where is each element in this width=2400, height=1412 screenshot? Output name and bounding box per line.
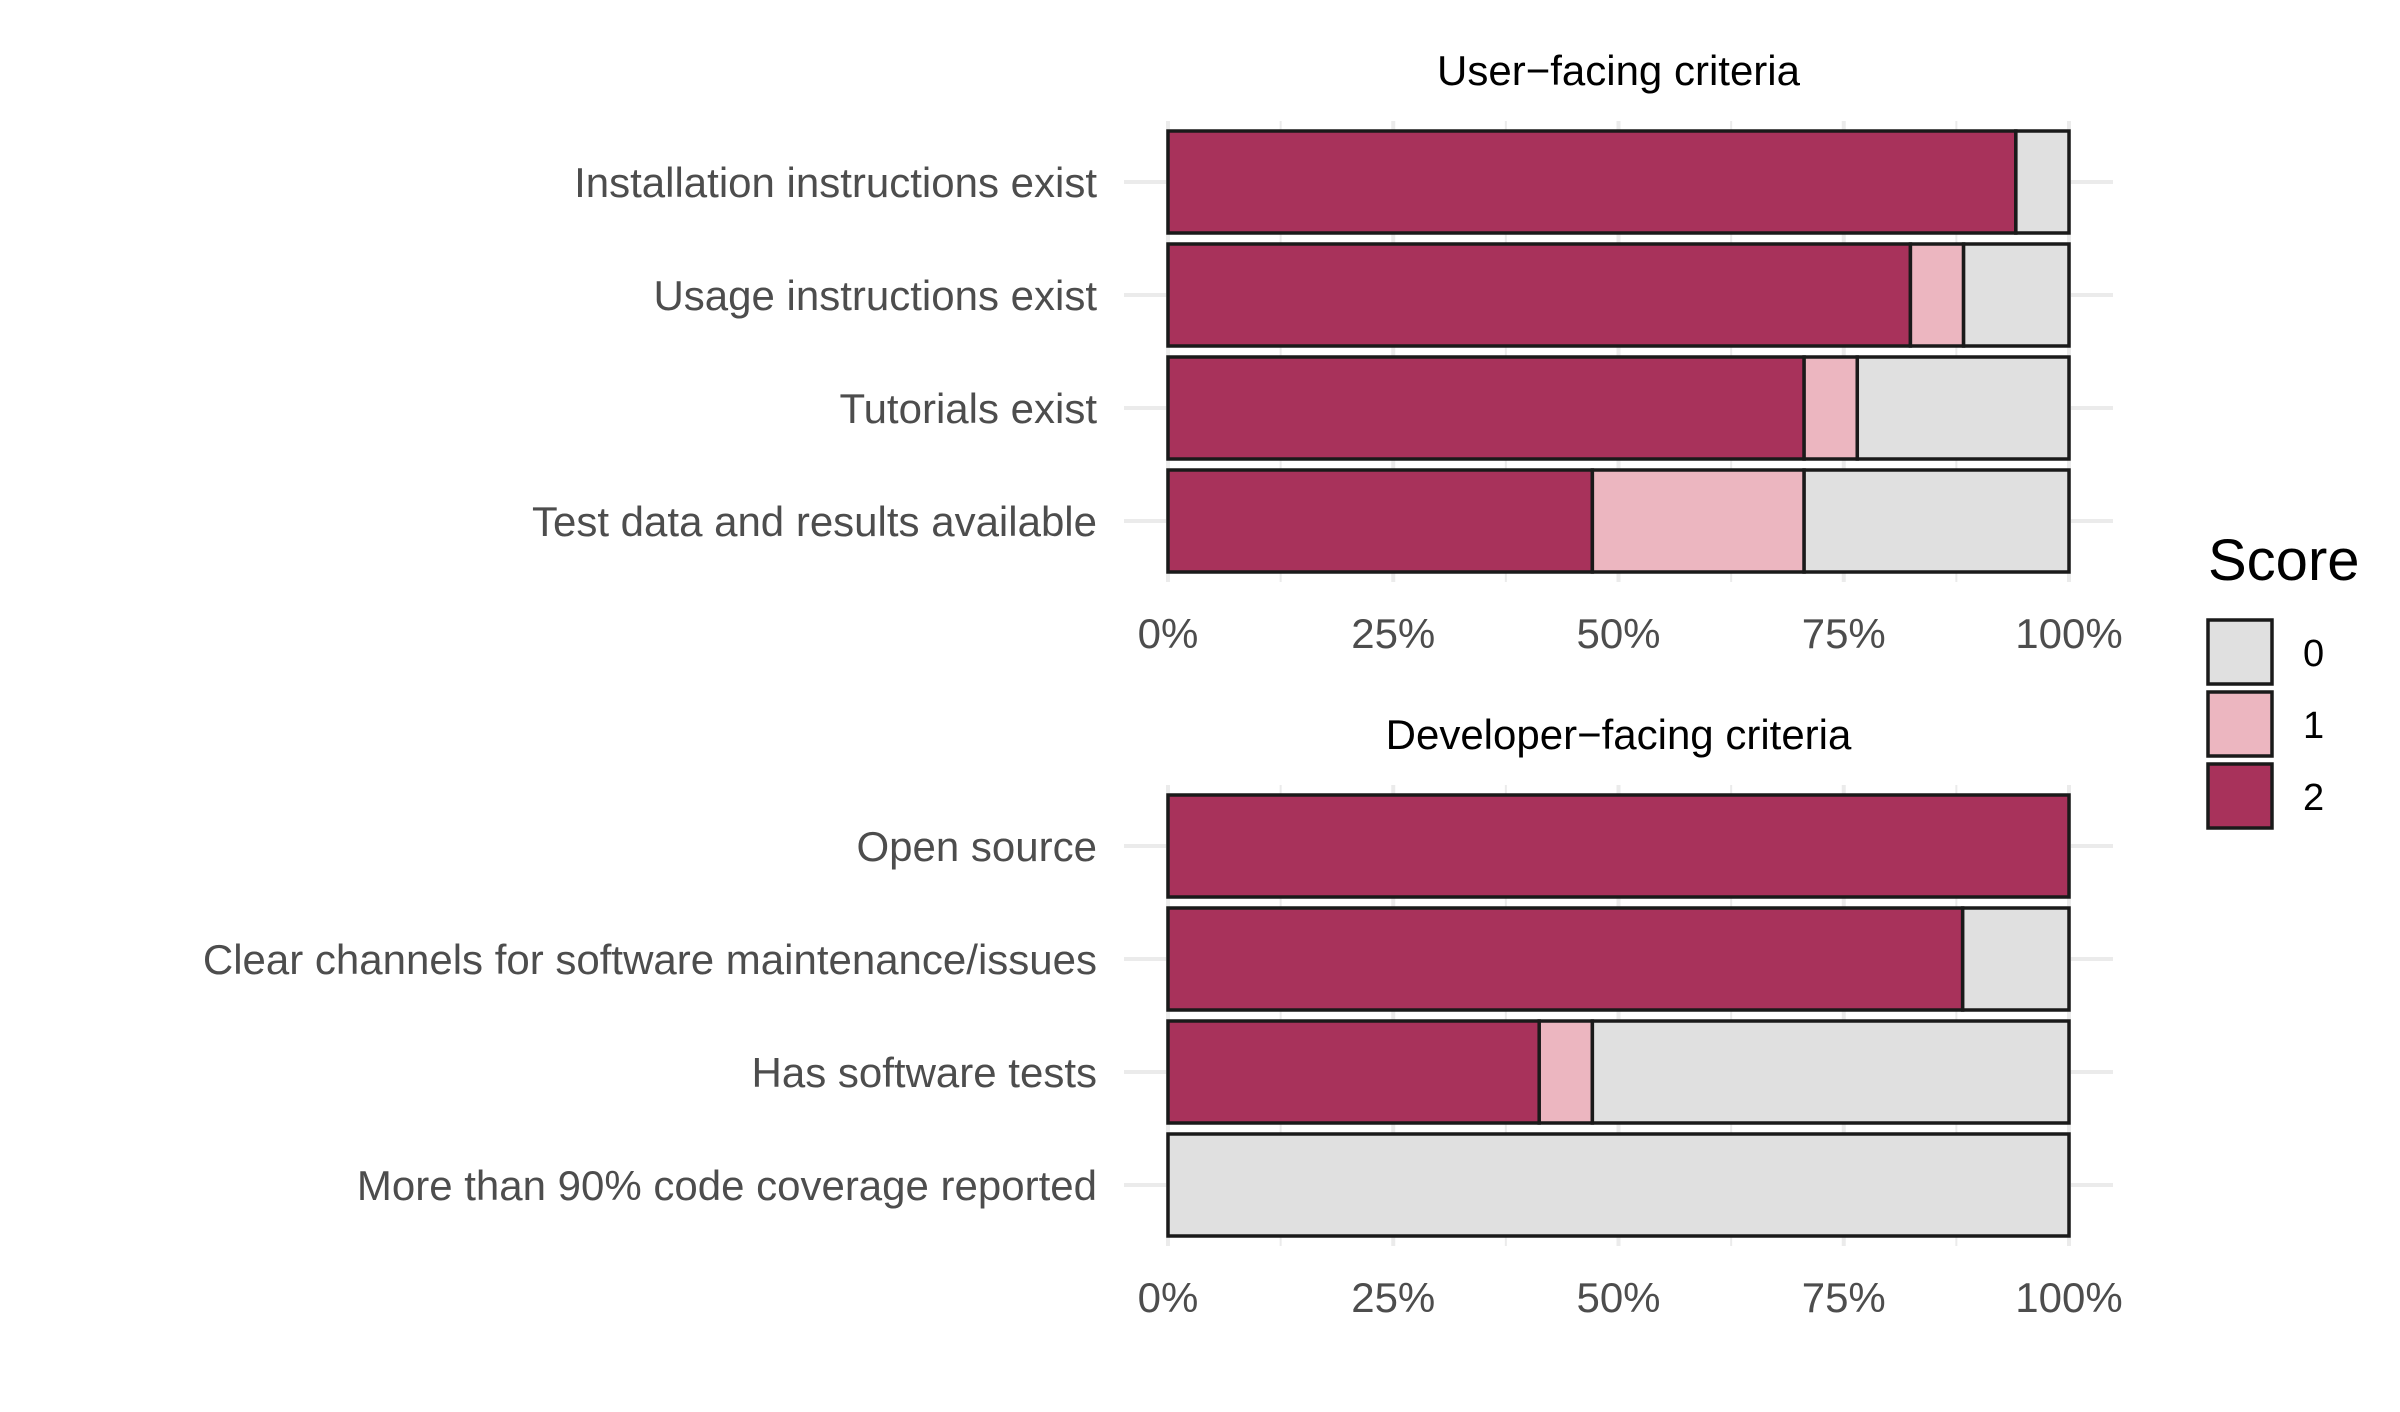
- x-tick-label: 50%: [1576, 1274, 1660, 1321]
- panel-1: User−facing criteria Installation instruc…: [532, 47, 2123, 657]
- bar-segment-score-2: [1166, 1019, 1541, 1125]
- category-label: Usage instructions exist: [653, 272, 1097, 319]
- legend-label: 2: [2303, 777, 2324, 819]
- bar-segment-score-1: [1537, 1019, 1595, 1125]
- bar-segment-score-0: [1855, 355, 2071, 461]
- bar-segment-score-0: [1802, 468, 2071, 574]
- panels-group: User−facing criteria Installation instruc…: [203, 47, 2123, 1321]
- category-label: More than 90% code coverage reported: [357, 1162, 1097, 1209]
- bar-segment-score-2: [1166, 355, 1806, 461]
- category-label: Clear channels for software maintenance/…: [203, 936, 1097, 983]
- category-label: Open source: [857, 823, 1097, 870]
- x-tick-label: 0%: [1138, 610, 1199, 657]
- legend-label: 1: [2303, 705, 2324, 747]
- x-tick-label: 100%: [2015, 1274, 2122, 1321]
- bar-segment-score-1: [1802, 355, 1860, 461]
- bar-segment-score-0: [1960, 906, 2071, 1012]
- bar-segment-score-0: [1961, 242, 2071, 348]
- legend-key-score-1: [2206, 690, 2274, 758]
- legend-key-score-2: [2206, 762, 2274, 830]
- panel-title: User−facing criteria: [1437, 47, 1801, 94]
- x-tick-label: 75%: [1802, 610, 1886, 657]
- bar-segment-score-1: [1590, 468, 1806, 574]
- bar-segment-score-0: [1590, 1019, 2071, 1125]
- bar-segment-score-2: [1166, 793, 2071, 899]
- panel-title: Developer−facing criteria: [1386, 711, 1852, 758]
- bar-segment-score-2: [1166, 468, 1595, 574]
- bar-segment-score-2: [1166, 129, 2018, 235]
- category-label: Has software tests: [752, 1049, 1097, 1096]
- legend-key-score-0: [2206, 618, 2274, 686]
- x-tick-label: 50%: [1576, 610, 1660, 657]
- x-tick-label: 25%: [1351, 610, 1435, 657]
- category-label: Tutorials exist: [839, 385, 1097, 432]
- x-tick-label: 75%: [1802, 1274, 1886, 1321]
- bar-segment-score-2: [1166, 906, 1965, 1012]
- bars: [1166, 793, 2071, 1238]
- bar-segment-score-0: [2014, 129, 2071, 235]
- bar-segment-score-1: [1908, 242, 1966, 348]
- panel-2: Developer−facing criteria Open source Clea…: [203, 711, 2123, 1321]
- x-tick-label: 25%: [1351, 1274, 1435, 1321]
- bar-segment-score-0: [1166, 1132, 2071, 1238]
- legend-title: Score: [2208, 528, 2360, 593]
- bar-segment-score-2: [1166, 242, 1913, 348]
- legend: Score 0 1 2: [2206, 528, 2360, 830]
- legend-label: 0: [2303, 633, 2324, 675]
- x-tick-label: 0%: [1138, 1274, 1199, 1321]
- category-label: Test data and results available: [532, 498, 1097, 545]
- bars: [1166, 129, 2071, 574]
- category-label: Installation instructions exist: [574, 159, 1097, 206]
- x-tick-label: 100%: [2015, 610, 2122, 657]
- legend-keys: 0 1 2: [2206, 618, 2324, 830]
